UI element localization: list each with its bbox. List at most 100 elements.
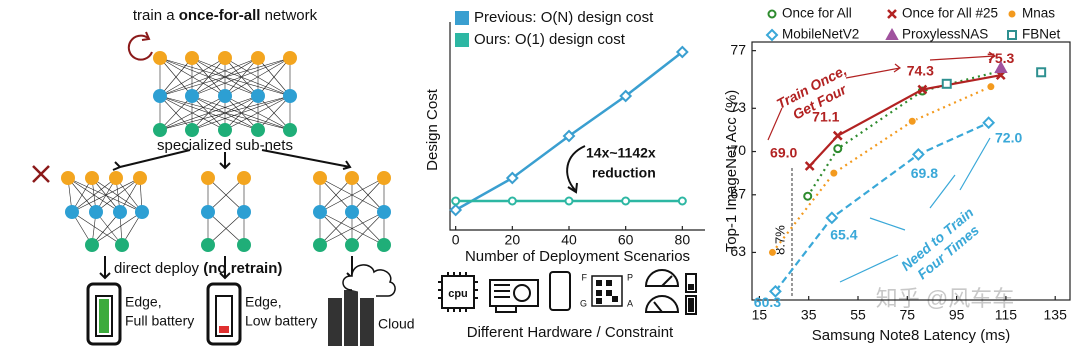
- net-node: [153, 51, 167, 65]
- net-edge: [224, 95, 291, 131]
- net-node: [345, 171, 359, 185]
- value-label: 69.0: [770, 145, 797, 161]
- net-node: [85, 171, 99, 185]
- value-label: 74.3: [907, 62, 934, 78]
- marker: [833, 144, 843, 154]
- legend-swatch: [455, 33, 469, 47]
- legend-marker: [1007, 30, 1017, 40]
- net-edge: [67, 177, 143, 213]
- deploy-part: direct deploy: [114, 260, 203, 277]
- net-node: [201, 171, 215, 185]
- net-node: [345, 238, 359, 252]
- net-node: [283, 51, 297, 65]
- net-node: [377, 171, 391, 185]
- net-node: [65, 205, 79, 219]
- net-edge: [91, 211, 121, 246]
- net-edge: [115, 177, 143, 213]
- marker: [911, 148, 925, 161]
- legend-marker: [1007, 9, 1017, 19]
- net-node: [283, 89, 297, 103]
- marker: [619, 89, 633, 103]
- marker: [769, 284, 782, 298]
- marker: [507, 196, 517, 206]
- net-node: [251, 51, 265, 65]
- value-label: 69.8: [911, 165, 938, 181]
- net-node: [251, 89, 265, 103]
- net-edge: [159, 57, 193, 97]
- fpga-letter: G: [580, 298, 587, 308]
- net-node: [201, 238, 215, 252]
- net-node: [313, 205, 327, 219]
- reduction-arrow: [566, 145, 586, 194]
- legend-label: Once for All #25: [902, 6, 998, 21]
- y-axis-label: Top-1 ImageNet Acc (%): [723, 90, 740, 253]
- hardware-icons: [438, 269, 697, 315]
- net-node: [377, 238, 391, 252]
- net-node: [133, 171, 147, 185]
- marker: [982, 116, 996, 130]
- y-axis-label: Design Cost: [424, 88, 441, 171]
- value-label: 75.3: [987, 50, 1014, 66]
- hardware-caption: Different Hardware / Constraint: [467, 324, 674, 341]
- marker: [451, 196, 461, 206]
- net-edge: [191, 57, 291, 97]
- marker: [832, 130, 843, 141]
- net-node: [251, 123, 265, 137]
- legend-label: Once for All: [782, 6, 852, 21]
- net-node: [237, 238, 251, 252]
- x-tick-label: 15: [752, 307, 768, 323]
- net-edge: [71, 211, 123, 246]
- net-node: [89, 205, 103, 219]
- title-part: once-for-all: [179, 7, 261, 24]
- x-tick-label: 55: [850, 307, 866, 323]
- legend-marker: [765, 28, 779, 42]
- net-node: [218, 123, 232, 137]
- y-tick-label: 63: [730, 243, 746, 259]
- marker: [803, 191, 813, 201]
- marker: [621, 196, 631, 206]
- net-node: [218, 89, 232, 103]
- net-edge: [159, 95, 259, 131]
- x-tick-label: 80: [675, 232, 691, 248]
- net-node: [185, 51, 199, 65]
- series-line: [806, 69, 1002, 197]
- marker: [564, 196, 574, 206]
- legend-marker: [885, 27, 899, 40]
- net-edge: [91, 211, 143, 246]
- fpga-letter: F: [582, 272, 588, 282]
- marker: [825, 211, 839, 225]
- marker: [505, 171, 519, 185]
- net-edge: [159, 95, 226, 131]
- x-tick-label: 35: [801, 307, 817, 323]
- marker: [994, 60, 1008, 73]
- annotation: reduction: [592, 165, 656, 181]
- net-edge: [95, 211, 123, 246]
- net-node: [85, 238, 99, 252]
- net-edge: [71, 177, 117, 213]
- net-edge: [257, 57, 291, 97]
- net-edge: [91, 177, 143, 213]
- x-tick-label: 60: [618, 232, 634, 248]
- legend-label: ProxylessNAS: [902, 27, 988, 42]
- legend-swatch: [455, 11, 469, 25]
- net-edge: [351, 211, 385, 246]
- net-node: [218, 51, 232, 65]
- marker: [941, 78, 952, 89]
- net-node: [113, 205, 127, 219]
- net-edge: [159, 57, 291, 97]
- devices: [86, 264, 396, 346]
- marker: [917, 84, 928, 95]
- net-node: [345, 205, 359, 219]
- net-node: [237, 171, 251, 185]
- net-node: [313, 171, 327, 185]
- x-tick-label: 0: [452, 232, 460, 248]
- x-tick-label: 115: [995, 307, 1018, 323]
- x-tick-label: 75: [900, 307, 916, 323]
- x-axis-label: Samsung Note8 Latency (ms): [812, 327, 1010, 344]
- net-node: [283, 123, 297, 137]
- x-tick-label: 135: [1044, 307, 1068, 323]
- value-label: 65.4: [830, 227, 857, 243]
- plot-frame: [751, 41, 1071, 301]
- net-edge: [159, 95, 193, 131]
- net-edge: [159, 95, 291, 131]
